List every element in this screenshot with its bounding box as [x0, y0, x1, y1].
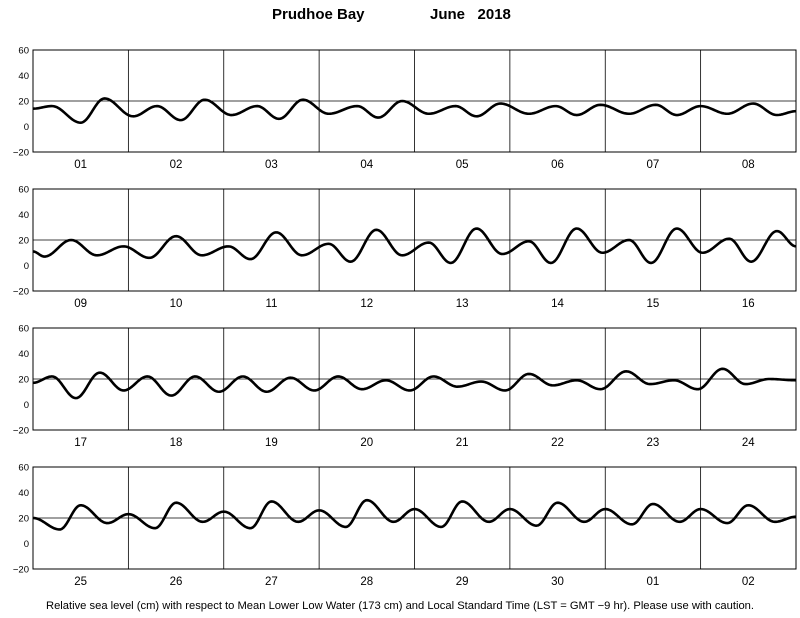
tide-panel-1: −20 0 20 40 60 01 02 03 04 05 06 07 08 [13, 46, 797, 171]
tide-panel-4: −20 0 20 40 60 25 26 27 28 29 30 01 02 [13, 463, 797, 588]
day-label: 14 [551, 298, 564, 310]
day-label: 17 [74, 437, 87, 449]
y-tick-label: 60 [18, 46, 29, 57]
day-label: 08 [742, 159, 755, 171]
day-label: 06 [551, 159, 564, 171]
day-label: 15 [647, 298, 660, 310]
tide-panel-2: −20 0 20 40 60 09 10 11 12 13 14 15 16 [13, 185, 797, 310]
tide-series-line [32, 97, 797, 124]
y-tick-label: 0 [24, 400, 29, 411]
y-tick-label: 20 [18, 97, 29, 108]
tide-panel-3: −20 0 20 40 60 17 18 19 20 21 22 23 24 [13, 324, 797, 449]
day-label: 09 [74, 298, 87, 310]
y-tick-label: 40 [18, 210, 29, 221]
day-label: 13 [456, 298, 469, 310]
y-tick-label: 60 [18, 324, 29, 335]
y-tick-label: 40 [18, 349, 29, 360]
y-tick-label: 20 [18, 375, 29, 386]
y-tick-label: 20 [18, 514, 29, 525]
day-label: 12 [360, 298, 373, 310]
day-label: 11 [265, 298, 277, 310]
day-label: 21 [456, 437, 469, 449]
day-label: 27 [265, 576, 278, 588]
y-tick-label: 0 [24, 261, 29, 272]
day-label: 23 [647, 437, 660, 449]
y-tick-label: 40 [18, 488, 29, 499]
panel-frame [32, 49, 797, 153]
y-tick-label: 60 [18, 185, 29, 196]
title-month-year: June 2018 [430, 6, 511, 23]
day-label: 18 [170, 437, 183, 449]
day-label: 03 [265, 159, 278, 171]
y-tick-label: −20 [13, 565, 29, 576]
day-label: 19 [265, 437, 278, 449]
day-label: 25 [74, 576, 87, 588]
day-label: 29 [456, 576, 469, 588]
day-label: 22 [551, 437, 564, 449]
footer-note: Relative sea level (cm) with respect to … [45, 600, 755, 612]
title-location: Prudhoe Bay [272, 6, 365, 23]
y-tick-label: 20 [18, 236, 29, 247]
tide-series-line [32, 498, 797, 531]
panel-frame [32, 188, 797, 292]
y-tick-label: 40 [18, 71, 29, 82]
day-label: 16 [742, 298, 755, 310]
y-tick-label: −20 [13, 426, 29, 437]
y-tick-label: −20 [13, 148, 29, 159]
chart-title: Prudhoe Bay June 2018 [0, 6, 800, 26]
day-label: 02 [742, 576, 755, 588]
day-label: 26 [170, 576, 183, 588]
day-label: 05 [456, 159, 469, 171]
day-label: 02 [170, 159, 183, 171]
day-label: 28 [360, 576, 373, 588]
day-label: 04 [360, 159, 373, 171]
day-label: 10 [170, 298, 183, 310]
day-label: 07 [647, 159, 660, 171]
day-label: 20 [360, 437, 373, 449]
y-tick-label: −20 [13, 287, 29, 298]
tide-series-line [32, 227, 797, 265]
day-label: 24 [742, 437, 755, 449]
tide-series-line [32, 367, 797, 400]
y-tick-label: 60 [18, 463, 29, 474]
day-label: 01 [647, 576, 660, 588]
y-tick-label: 0 [24, 122, 29, 133]
day-label: 01 [74, 159, 87, 171]
y-tick-label: 0 [24, 539, 29, 550]
day-label: 30 [551, 576, 564, 588]
